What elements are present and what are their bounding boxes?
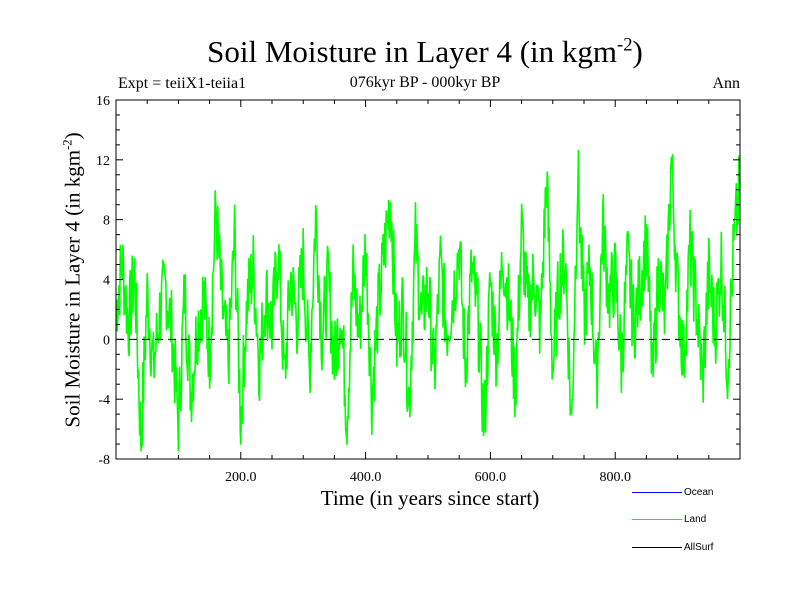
series-line-land bbox=[115, 149, 741, 452]
chart-title-text: Soil Moisture in Layer 4 (in kgm bbox=[207, 34, 617, 69]
experiment-label: Expt = teiiX1-teiia1 bbox=[118, 75, 247, 92]
chart-title-close: ) bbox=[632, 34, 643, 69]
x-tick-label: 600.0 bbox=[475, 470, 507, 485]
legend-swatch-allsurf bbox=[632, 546, 682, 548]
chart-title-exponent: -2 bbox=[617, 34, 633, 56]
legend-label-allsurf: AllSurf bbox=[684, 541, 714, 553]
y-tick-label: 0 bbox=[103, 333, 110, 348]
legend-item-ocean: Ocean bbox=[632, 485, 713, 499]
y-tick-label: 16 bbox=[96, 94, 110, 109]
x-tick-label: 800.0 bbox=[599, 470, 631, 485]
x-tick-label: 400.0 bbox=[350, 470, 382, 485]
chart-title: Soil Moisture in Layer 4 (in kgm-2) bbox=[0, 34, 800, 70]
legend-item-land: Land bbox=[632, 512, 706, 526]
legend-label-ocean: Ocean bbox=[684, 486, 714, 498]
legend-label-land: Land bbox=[684, 513, 707, 525]
x-axis-label: Time (in years since start) bbox=[320, 486, 540, 510]
y-tick-label: -8 bbox=[98, 453, 110, 468]
legend: Ocean Land AllSurf bbox=[632, 482, 772, 582]
chart-subtitle: 076kyr BP - 000kyr BP bbox=[349, 74, 501, 91]
y-tick-label: 12 bbox=[96, 154, 110, 169]
x-tick-label: 200.0 bbox=[225, 470, 257, 485]
y-tick-label: -4 bbox=[98, 393, 110, 408]
season-label: Ann bbox=[712, 75, 740, 92]
legend-item-allsurf: AllSurf bbox=[632, 540, 713, 554]
y-tick-label: 8 bbox=[103, 214, 110, 229]
y-tick-label: 4 bbox=[103, 274, 110, 289]
legend-swatch-ocean bbox=[632, 491, 682, 493]
legend-swatch-land bbox=[632, 518, 682, 520]
